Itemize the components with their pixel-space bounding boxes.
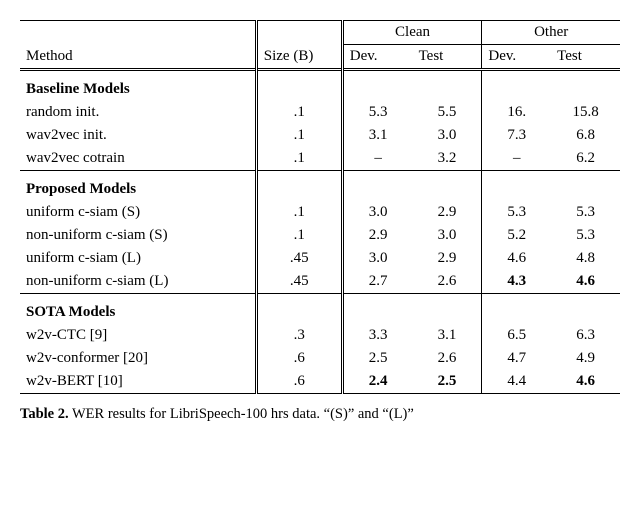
cell-other-dev: 4.4 xyxy=(482,370,551,394)
cell-clean-test: 2.6 xyxy=(413,347,482,370)
cell-other-test: 4.6 xyxy=(551,370,620,394)
cell-method: non-uniform c-siam (L) xyxy=(20,270,256,294)
cell-other-dev: 6.5 xyxy=(482,324,551,347)
table-row: wav2vec init..13.13.07.36.8 xyxy=(20,124,620,147)
header-method: Method xyxy=(20,45,256,70)
table-caption: Table 2. WER results for LibriSpeech-100… xyxy=(20,406,620,423)
cell-other-test: 4.6 xyxy=(551,270,620,294)
cell-clean-dev: 2.7 xyxy=(342,270,412,294)
table-row: w2v-conformer [20].62.52.64.74.9 xyxy=(20,347,620,370)
cell-clean-dev: 5.3 xyxy=(342,101,412,124)
header-blank-size xyxy=(256,21,342,45)
cell-method: uniform c-siam (L) xyxy=(20,247,256,270)
cell-clean-test: 2.6 xyxy=(413,270,482,294)
cell-other-test: 6.8 xyxy=(551,124,620,147)
section-head-proposed: Proposed Models xyxy=(20,171,256,202)
cell-other-test: 6.2 xyxy=(551,147,620,171)
cell-method: wav2vec cotrain xyxy=(20,147,256,171)
cell-clean-test: 3.2 xyxy=(413,147,482,171)
cell-size: .1 xyxy=(256,201,342,224)
tbody-proposed: uniform c-siam (S).13.02.95.35.3non-unif… xyxy=(20,201,620,294)
cell-other-test: 4.8 xyxy=(551,247,620,270)
cell-other-test: 15.8 xyxy=(551,101,620,124)
cell-clean-test: 2.5 xyxy=(413,370,482,394)
cell-method: non-uniform c-siam (S) xyxy=(20,224,256,247)
header-other-dev: Dev. xyxy=(482,45,551,70)
table-row: w2v-CTC [9].33.33.16.56.3 xyxy=(20,324,620,347)
results-table: Clean Other Method Size (B) Dev. Test De… xyxy=(20,20,620,394)
cell-clean-dev: 3.0 xyxy=(342,247,412,270)
cell-method: wav2vec init. xyxy=(20,124,256,147)
section-head-baseline: Baseline Models xyxy=(20,70,256,102)
cell-other-dev: 5.3 xyxy=(482,201,551,224)
cell-other-dev: 4.6 xyxy=(482,247,551,270)
table-row: non-uniform c-siam (S).12.93.05.25.3 xyxy=(20,224,620,247)
cell-other-test: 4.9 xyxy=(551,347,620,370)
cell-method: w2v-BERT [10] xyxy=(20,370,256,394)
cell-clean-test: 5.5 xyxy=(413,101,482,124)
cell-clean-test: 2.9 xyxy=(413,247,482,270)
cell-clean-dev: 3.3 xyxy=(342,324,412,347)
table-row: random init..15.35.516.15.8 xyxy=(20,101,620,124)
table-container: Clean Other Method Size (B) Dev. Test De… xyxy=(20,20,620,423)
tbody-baseline: random init..15.35.516.15.8wav2vec init.… xyxy=(20,101,620,171)
table-row: uniform c-siam (S).13.02.95.35.3 xyxy=(20,201,620,224)
cell-clean-test: 3.0 xyxy=(413,124,482,147)
cell-size: .1 xyxy=(256,124,342,147)
table-row: w2v-BERT [10].62.42.54.44.6 xyxy=(20,370,620,394)
header-clean-dev: Dev. xyxy=(342,45,412,70)
cell-other-test: 5.3 xyxy=(551,224,620,247)
cell-method: w2v-CTC [9] xyxy=(20,324,256,347)
cell-method: random init. xyxy=(20,101,256,124)
cell-size: .3 xyxy=(256,324,342,347)
cell-other-test: 5.3 xyxy=(551,201,620,224)
table-row: non-uniform c-siam (L).452.72.64.34.6 xyxy=(20,270,620,294)
cell-other-dev: 16. xyxy=(482,101,551,124)
cell-clean-dev: 3.0 xyxy=(342,201,412,224)
section-row-baseline: Baseline Models xyxy=(20,70,620,102)
cell-size: .45 xyxy=(256,247,342,270)
cell-size: .1 xyxy=(256,101,342,124)
section-row-sota: SOTA Models xyxy=(20,294,620,325)
cell-clean-test: 3.0 xyxy=(413,224,482,247)
cell-clean-dev: – xyxy=(342,147,412,171)
cell-other-dev: 7.3 xyxy=(482,124,551,147)
header-group-other: Other xyxy=(482,21,620,45)
cell-clean-dev: 3.1 xyxy=(342,124,412,147)
cell-size: .1 xyxy=(256,224,342,247)
caption-text: WER results for LibriSpeech-100 hrs data… xyxy=(69,406,414,422)
table-row: uniform c-siam (L).453.02.94.64.8 xyxy=(20,247,620,270)
cell-method: uniform c-siam (S) xyxy=(20,201,256,224)
header-blank-method xyxy=(20,21,256,45)
cell-clean-test: 3.1 xyxy=(413,324,482,347)
cell-size: .6 xyxy=(256,347,342,370)
cell-other-dev: – xyxy=(482,147,551,171)
section-head-sota: SOTA Models xyxy=(20,294,256,325)
cell-other-dev: 5.2 xyxy=(482,224,551,247)
header-size: Size (B) xyxy=(256,45,342,70)
cell-clean-dev: 2.5 xyxy=(342,347,412,370)
cell-size: .45 xyxy=(256,270,342,294)
header-row-cols: Method Size (B) Dev. Test Dev. Test xyxy=(20,45,620,70)
cell-clean-dev: 2.9 xyxy=(342,224,412,247)
header-clean-test: Test xyxy=(413,45,482,70)
section-row-proposed: Proposed Models xyxy=(20,171,620,202)
cell-method: w2v-conformer [20] xyxy=(20,347,256,370)
cell-size: .1 xyxy=(256,147,342,171)
header-other-test: Test xyxy=(551,45,620,70)
cell-clean-test: 2.9 xyxy=(413,201,482,224)
header-group-clean: Clean xyxy=(342,21,482,45)
table-row: wav2vec cotrain.1–3.2–6.2 xyxy=(20,147,620,171)
tbody-sota: w2v-CTC [9].33.33.16.56.3w2v-conformer [… xyxy=(20,324,620,394)
caption-label: Table 2. xyxy=(20,406,69,422)
cell-other-dev: 4.3 xyxy=(482,270,551,294)
cell-other-dev: 4.7 xyxy=(482,347,551,370)
cell-other-test: 6.3 xyxy=(551,324,620,347)
cell-size: .6 xyxy=(256,370,342,394)
cell-clean-dev: 2.4 xyxy=(342,370,412,394)
header-row-groups: Clean Other xyxy=(20,21,620,45)
